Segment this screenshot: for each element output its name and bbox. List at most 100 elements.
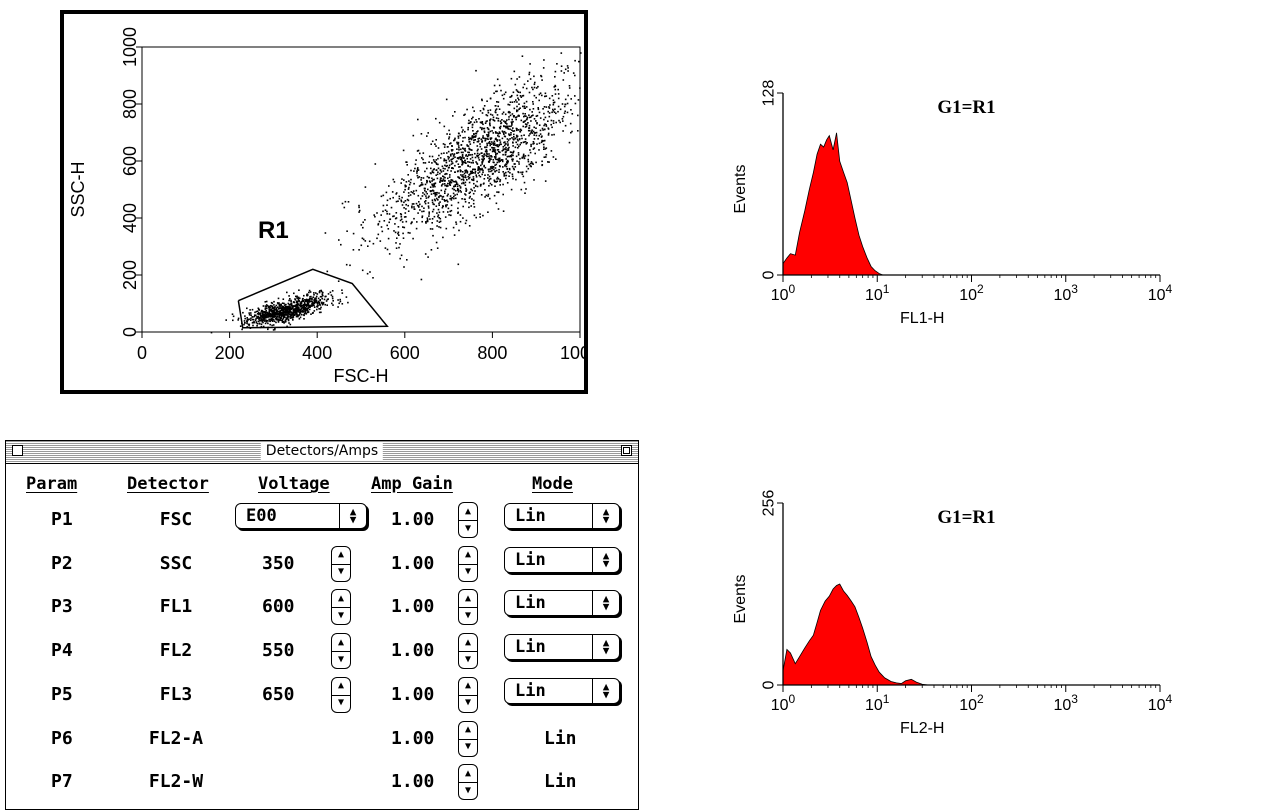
voltage-value: 350 xyxy=(262,552,295,574)
amp-gain-stepper[interactable]: ▲ ▼ xyxy=(458,589,478,626)
stepper-up-icon[interactable]: ▲ xyxy=(332,634,350,653)
stepper-up-icon[interactable]: ▲ xyxy=(459,590,477,609)
voltage-stepper[interactable]: ▲ ▼ xyxy=(331,545,351,582)
amp-gain-value: 1.00 xyxy=(391,596,435,618)
x-axis-label: FSC-H xyxy=(334,366,389,386)
amp-gain-value: 1.00 xyxy=(391,509,435,530)
stepper-down-icon[interactable]: ▼ xyxy=(464,653,472,665)
voltage-value: 650 xyxy=(262,683,295,705)
amp-gain-stepper[interactable]: ▲ ▼ xyxy=(458,502,478,538)
voltage-stepper[interactable]: ▲ ▼ xyxy=(331,676,351,713)
x-tick-label: 200 xyxy=(215,343,245,363)
param-label: P5 xyxy=(51,683,73,705)
stepper-down-icon[interactable]: ▼ xyxy=(464,566,472,578)
stepper-up-icon[interactable]: ▲ xyxy=(459,678,477,696)
gate-r1-polygon[interactable] xyxy=(237,268,389,329)
window-titlebar[interactable]: Detectors/Amps xyxy=(6,441,638,464)
param-label: P4 xyxy=(51,640,73,662)
y-tick-label: 0 xyxy=(761,680,778,689)
mode-value: Lin xyxy=(544,727,577,749)
stepper-up-icon[interactable]: ▲ xyxy=(459,722,477,740)
stepper-down-icon[interactable]: ▼ xyxy=(337,566,345,578)
voltage-stepper[interactable]: ▲ ▼ xyxy=(331,633,351,670)
plot-frame xyxy=(141,46,581,333)
detector-label: FL3 xyxy=(159,683,193,705)
x-tick-label: 1000 xyxy=(560,343,584,363)
x-tick-label: 0 xyxy=(137,343,147,363)
y-tick-label: 0 xyxy=(761,270,778,279)
amp-gain-value: 1.00 xyxy=(391,771,435,793)
amp-gain-value: 1.00 xyxy=(391,683,435,705)
y-tick-label: 1000 xyxy=(120,27,140,67)
x-axis-label: FL2-H xyxy=(900,720,944,737)
detector-label: SSC xyxy=(159,552,193,574)
window-title: Detectors/Amps xyxy=(260,443,384,460)
amp-gain-stepper[interactable]: ▲ ▼ xyxy=(458,764,478,801)
amp-gain-stepper[interactable]: ▲ ▼ xyxy=(458,633,478,670)
mode-popup[interactable]: Lin ▲ ▼ xyxy=(504,503,620,529)
detector-row: P4 FL2 550 ▲ ▼ 1.00 ▲ ▼ Lin ▲ ▼ xyxy=(6,632,640,672)
y-tick-label: 256 xyxy=(761,490,778,517)
x-tick-label: 103 xyxy=(1054,282,1079,304)
param-label: P3 xyxy=(51,596,73,618)
y-axis-label: Events xyxy=(732,575,749,624)
y-axis-label: Events xyxy=(732,165,749,214)
detector-row: P5 FL3 650 ▲ ▼ 1.00 ▲ ▼ Lin ▲ ▼ xyxy=(6,676,640,716)
stepper-up-icon[interactable]: ▲ xyxy=(459,503,477,521)
voltage-value: 550 xyxy=(262,640,295,662)
stepper-down-icon[interactable]: ▼ xyxy=(337,653,345,665)
param-label: P6 xyxy=(51,727,73,749)
stepper-up-icon[interactable]: ▲ xyxy=(459,547,477,565)
stepper-up-icon[interactable]: ▲ xyxy=(332,547,350,565)
mode-popup[interactable]: Lin ▲ ▼ xyxy=(504,590,620,617)
stepper-down-icon[interactable]: ▼ xyxy=(464,784,472,796)
amp-gain-value: 1.00 xyxy=(391,640,435,662)
x-tick-label: 800 xyxy=(477,343,507,363)
histogram-area xyxy=(782,132,887,276)
stepper-down-icon[interactable]: ▼ xyxy=(337,609,345,621)
close-box-icon[interactable] xyxy=(12,445,23,456)
y-tick-label: 128 xyxy=(761,80,778,107)
stepper-up-icon[interactable]: ▲ xyxy=(459,634,477,653)
y-tick-label: 400 xyxy=(120,203,140,233)
stepper-down-icon[interactable]: ▼ xyxy=(464,697,472,709)
detector-label: FL1 xyxy=(159,596,193,618)
detector-row: P1 FSC E00 ▲ ▼ 1.00 ▲ ▼ Lin ▲ ▼ xyxy=(6,501,640,541)
fl2-histogram: G1=R1 0 256 Events 100 101 102 103 104 FL2-H xyxy=(732,490,1173,737)
amp-gain-stepper[interactable]: ▲ ▼ xyxy=(458,720,478,757)
scatter-points xyxy=(210,52,582,334)
mode-value: Lin xyxy=(515,506,546,526)
header-param: Param xyxy=(26,474,78,494)
histogram-title: G1=R1 xyxy=(937,97,995,118)
mode-popup[interactable]: Lin ▲ ▼ xyxy=(504,677,620,704)
detector-row: P3 FL1 600 ▲ ▼ 1.00 ▲ ▼ Lin ▲ ▼ xyxy=(6,588,640,628)
mode-value: Lin xyxy=(515,637,546,658)
zoom-box-icon[interactable] xyxy=(621,445,632,456)
updown-arrow-icon: ▲ ▼ xyxy=(592,547,619,572)
mode-popup[interactable]: Lin ▲ ▼ xyxy=(504,546,620,573)
updown-arrow-icon: ▲ ▼ xyxy=(339,504,366,528)
histogram-area xyxy=(782,583,929,686)
updown-arrow-icon: ▲ ▼ xyxy=(592,504,619,528)
y-tick-label: 600 xyxy=(120,146,140,176)
stepper-up-icon[interactable]: ▲ xyxy=(459,765,477,784)
stepper-down-icon[interactable]: ▼ xyxy=(464,522,472,534)
amp-gain-value: 1.00 xyxy=(391,552,435,574)
stepper-down-icon[interactable]: ▼ xyxy=(464,609,472,621)
fl1-histogram-panel: G1=R1 0 128 Events 100 101 102 103 104 FL1-H xyxy=(728,75,1188,340)
mode-value: Lin xyxy=(544,771,577,793)
voltage-stepper[interactable]: ▲ ▼ xyxy=(331,589,351,626)
amp-gain-stepper[interactable]: ▲ ▼ xyxy=(458,545,478,582)
detector-row: P2 SSC 350 ▲ ▼ 1.00 ▲ ▼ Lin ▲ ▼ xyxy=(6,545,640,585)
stepper-down-icon[interactable]: ▼ xyxy=(337,697,345,709)
stepper-down-icon[interactable]: ▼ xyxy=(464,741,472,752)
amp-gain-value: 1.00 xyxy=(391,727,435,749)
voltage-popup[interactable]: E00 ▲ ▼ xyxy=(235,503,367,529)
stepper-up-icon[interactable]: ▲ xyxy=(332,678,350,696)
mode-popup[interactable]: Lin ▲ ▼ xyxy=(504,634,620,661)
stepper-up-icon[interactable]: ▲ xyxy=(332,590,350,609)
fl2-histogram-panel: G1=R1 0 256 Events 100 101 102 103 104 FL2-H xyxy=(728,485,1188,755)
detector-row: P7 FL2-W 1.00 ▲ ▼ Lin xyxy=(6,763,640,803)
amp-gain-stepper[interactable]: ▲ ▼ xyxy=(458,676,478,713)
x-tick-label: 103 xyxy=(1054,692,1079,714)
